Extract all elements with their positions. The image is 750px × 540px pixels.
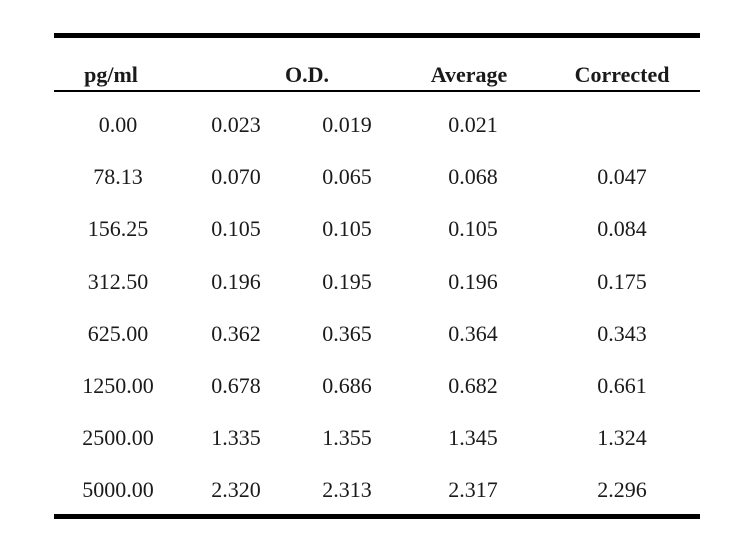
table-row: 0.00 0.023 0.019 0.021	[54, 96, 700, 148]
cell-od-2: 0.065	[322, 164, 372, 190]
cell-corrected: 0.047	[597, 164, 647, 190]
cell-od-1: 0.362	[211, 320, 261, 346]
cell-od-2: 1.355	[322, 425, 372, 451]
cell-pg-ml: 5000.00	[82, 477, 154, 503]
cell-pg-ml: 625.00	[87, 320, 149, 346]
table-row: 625.00 0.362 0.365 0.364 0.343	[54, 305, 700, 357]
cell-od-1: 0.023	[211, 112, 261, 137]
cell-pg-ml: 2500.00	[82, 425, 154, 451]
cell-od-2: 0.686	[322, 372, 372, 398]
cell-average: 0.105	[448, 216, 498, 242]
cell-od-2: 0.195	[322, 268, 372, 294]
cell-od-1: 0.678	[211, 372, 261, 398]
cell-average: 1.345	[448, 425, 498, 451]
header-od: O.D.	[285, 62, 329, 87]
cell-corrected: 0.175	[597, 268, 647, 294]
cell-pg-ml: 312.50	[87, 268, 149, 294]
header-pg-ml: pg/ml	[84, 62, 138, 87]
cell-average: 0.196	[448, 268, 498, 294]
table-body: 0.00 0.023 0.019 0.021 78.13 0.070 0.065 0.068 0…	[54, 92, 700, 514]
cell-od-2: 0.365	[322, 320, 372, 346]
table-row: 5000.00 2.320 2.313 2.317 2.296	[54, 461, 700, 513]
table-row: 156.25 0.105 0.105 0.105 0.084	[54, 200, 700, 252]
cell-average: 2.317	[448, 477, 498, 503]
table-header-row: pg/ml O.D. Average Corrected	[54, 38, 700, 90]
cell-pg-ml: 1250.00	[82, 372, 154, 398]
cell-pg-ml: 78.13	[93, 164, 143, 190]
table-row: 78.13 0.070 0.065 0.068 0.047	[54, 148, 700, 200]
cell-od-1: 1.335	[211, 425, 261, 451]
cell-od-1: 0.070	[211, 164, 261, 190]
cell-corrected: 1.324	[597, 425, 647, 451]
cell-average: 0.364	[448, 320, 498, 346]
table-row: 312.50 0.196 0.195 0.196 0.175	[54, 253, 700, 305]
cell-corrected: 0.343	[597, 320, 647, 346]
cell-pg-ml: 0.00	[98, 112, 138, 137]
cell-od-1: 2.320	[211, 477, 261, 503]
cell-average: 0.068	[448, 164, 498, 190]
table-row: 2500.00 1.335 1.355 1.345 1.324	[54, 409, 700, 461]
cell-od-1: 0.105	[211, 216, 261, 242]
header-average: Average	[430, 62, 508, 87]
cell-od-2: 0.105	[322, 216, 372, 242]
table-header-rule	[54, 90, 700, 92]
cell-od-2: 2.313	[322, 477, 372, 503]
table-top-rule	[54, 33, 700, 38]
cell-corrected: 2.296	[597, 477, 647, 503]
cell-od-1: 0.196	[211, 268, 261, 294]
cell-corrected: 0.084	[597, 216, 647, 242]
cell-average: 0.021	[448, 112, 498, 137]
data-table: pg/ml O.D. Average Corrected 0.00 0.023 0.…	[54, 33, 700, 519]
cell-pg-ml: 156.25	[87, 216, 149, 242]
cell-corrected: 0.661	[597, 372, 647, 398]
table-bottom-rule	[54, 513, 700, 519]
table-row: 1250.00 0.678 0.686 0.682 0.661	[54, 357, 700, 409]
cell-average: 0.682	[448, 372, 498, 398]
header-corrected: Corrected	[574, 62, 670, 87]
cell-od-2: 0.019	[322, 112, 372, 137]
